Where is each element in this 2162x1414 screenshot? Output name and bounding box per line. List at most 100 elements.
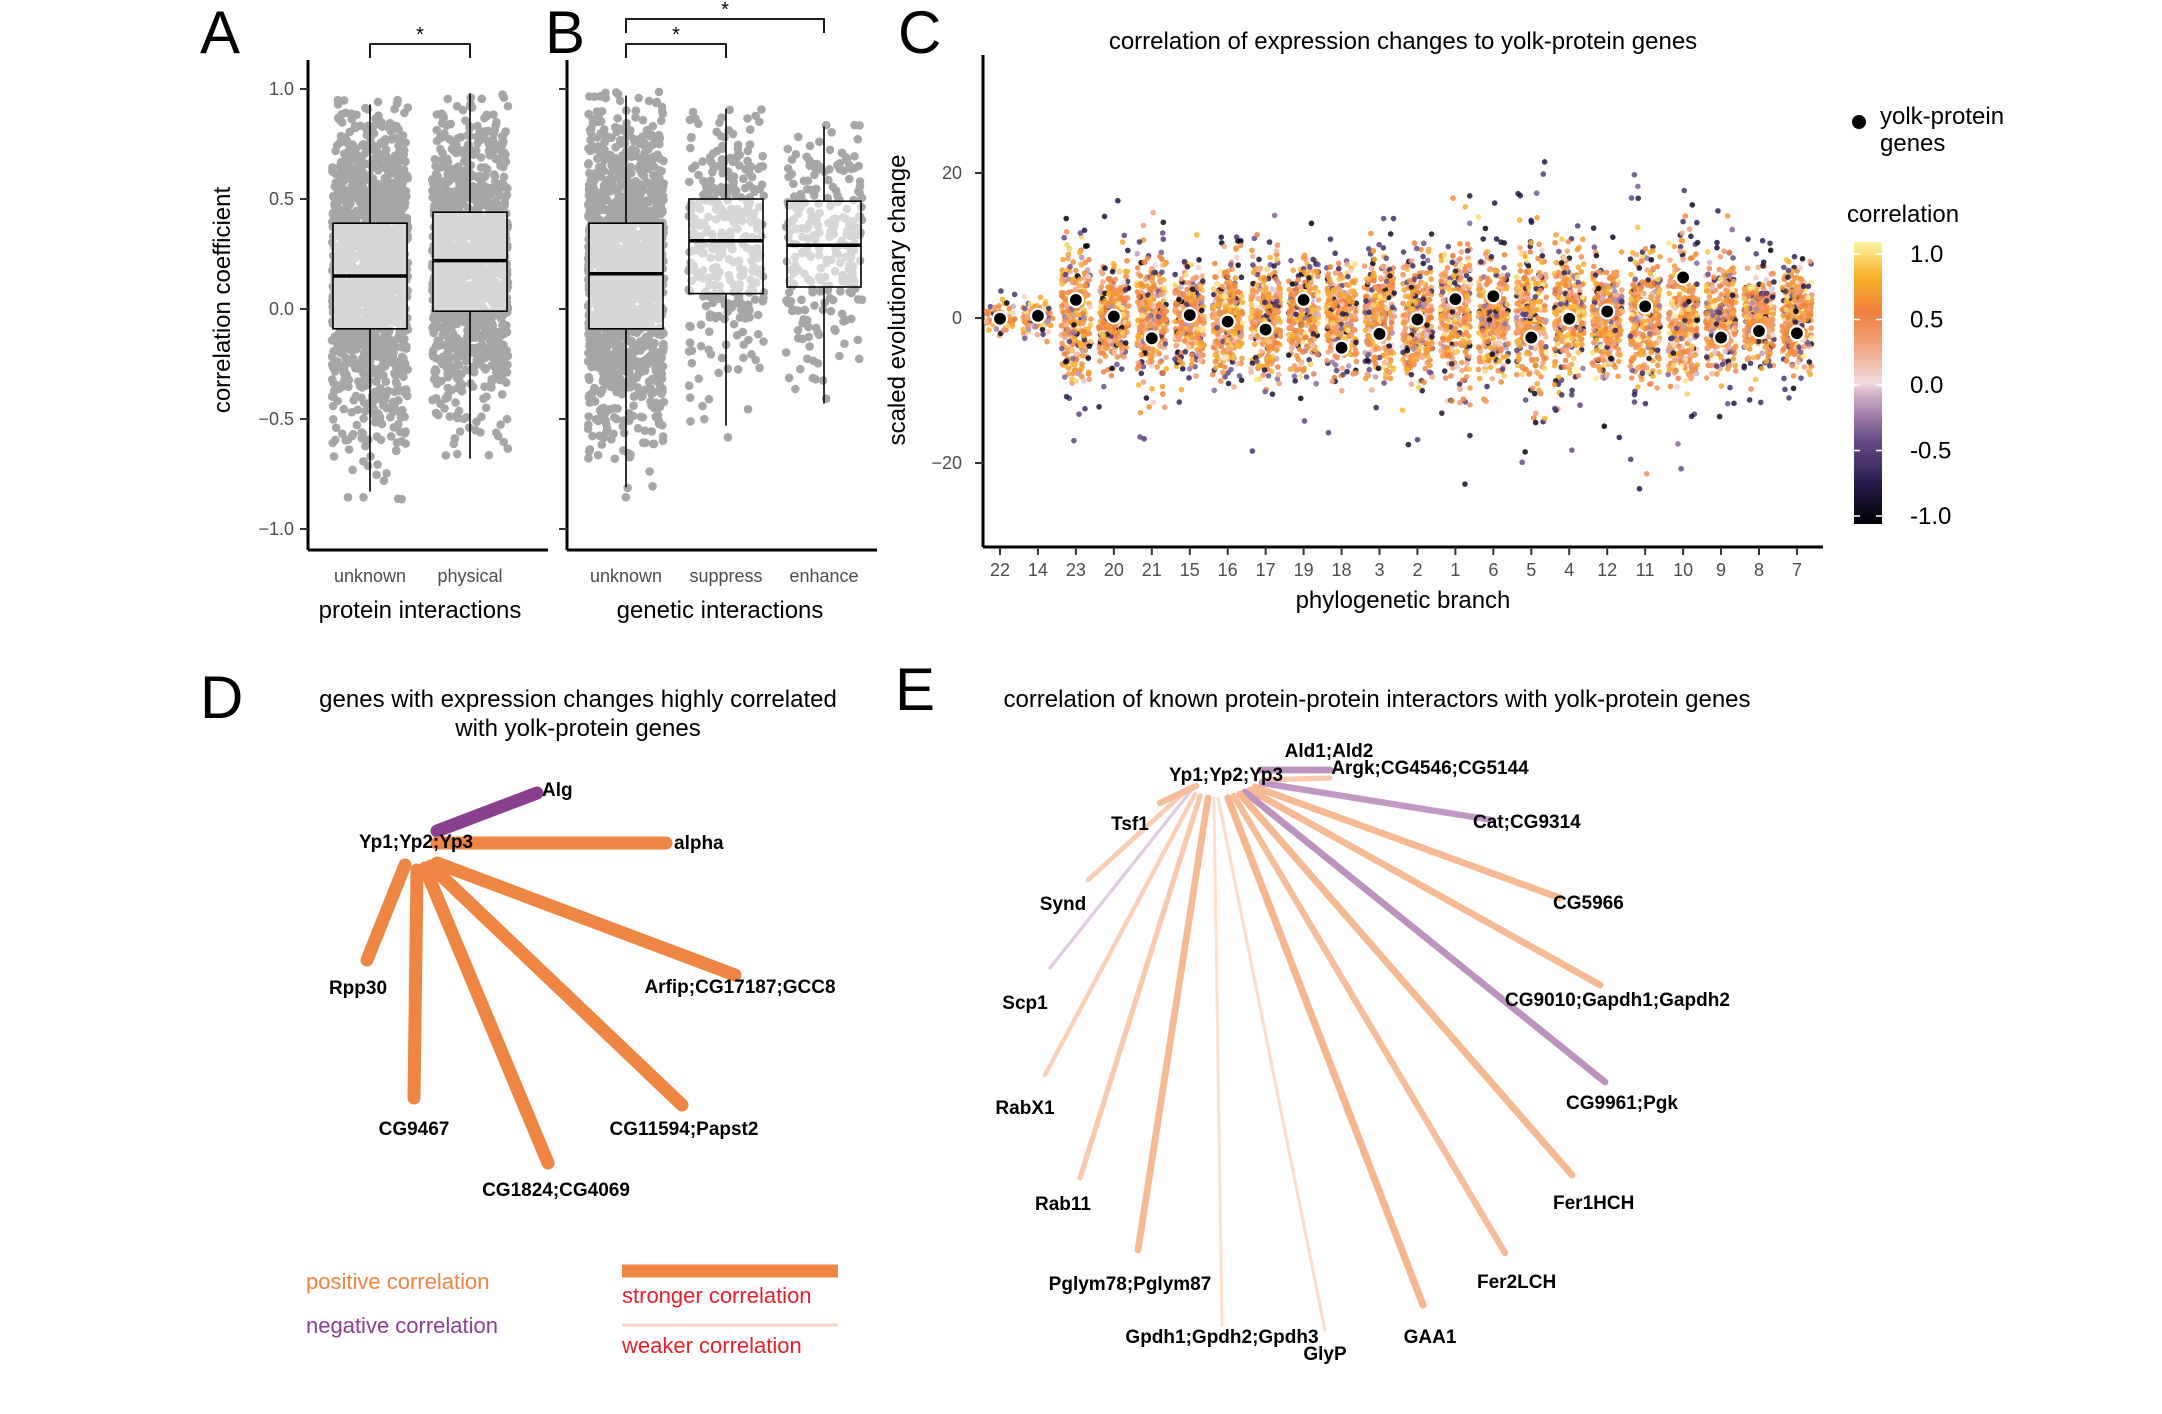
data-point: [339, 96, 349, 105]
data-point: [503, 101, 513, 111]
data-point: [696, 320, 706, 329]
panel-c-x-ticks: 22 14 23 20 21 15 16 17 19 18 3 2 1 6 5 4 12 11 10 9 8 7: [990, 547, 1802, 580]
data-point: [657, 102, 667, 112]
data-point: [685, 321, 694, 331]
data-point: [635, 153, 645, 163]
data-point: [333, 209, 342, 219]
data-point: [450, 434, 460, 443]
data-point: [623, 483, 632, 493]
data-point: [392, 121, 401, 131]
data-point: [464, 173, 473, 183]
data-point: [640, 138, 649, 147]
data-point: [380, 361, 389, 370]
panel-c-title: correlation of expression changes to yol…: [1109, 28, 1697, 55]
data-point: [444, 351, 453, 361]
data-point: [854, 354, 864, 364]
data-point: [840, 339, 849, 349]
data-point: [648, 154, 658, 164]
data-point: [430, 154, 440, 164]
data-point: [497, 179, 507, 188]
data-point: [471, 146, 481, 155]
data-point: [612, 197, 621, 206]
data-point: [855, 121, 864, 130]
data-point: [648, 121, 658, 131]
data-point: [847, 164, 856, 174]
data-point: [612, 183, 621, 193]
data-point: [477, 332, 487, 342]
x-tick-label: 3: [1374, 560, 1384, 580]
data-point: [329, 378, 338, 388]
data-point: [686, 417, 695, 426]
panel-a-x-axis-title: protein interactions: [319, 597, 522, 624]
data-point: [471, 426, 480, 435]
data-point: [479, 322, 489, 331]
data-point: [686, 133, 696, 143]
data-point: [487, 377, 496, 387]
data-point: [828, 295, 838, 305]
y-tick-label: 0.5: [269, 189, 294, 209]
data-point: [998, 288, 1004, 294]
data-point: [383, 172, 392, 182]
data-point: [377, 161, 387, 170]
data-point: [583, 160, 593, 169]
data-point: [701, 188, 711, 197]
data-point: [596, 117, 606, 126]
x-tick-label: 22: [990, 560, 1010, 580]
data-point: [853, 135, 863, 144]
data-point: [344, 445, 354, 454]
data-point: [452, 173, 461, 183]
panel-b-significance: **: [625, 0, 825, 58]
data-point: [499, 93, 509, 102]
data-point: [621, 492, 631, 502]
data-point: [725, 300, 735, 309]
panel-label-c: C: [898, 0, 941, 66]
data-point: [789, 179, 798, 189]
data-point: [441, 451, 451, 460]
data-point: [847, 314, 856, 324]
box: [688, 198, 764, 295]
data-point: [739, 174, 748, 184]
data-point: [369, 404, 379, 414]
data-point: [759, 337, 768, 346]
data-point: [339, 368, 349, 378]
data-point: [381, 336, 391, 346]
data-point: [343, 493, 353, 502]
data-point: [636, 412, 646, 422]
data-point: [401, 439, 411, 448]
data-point: [503, 444, 513, 453]
data-point: [694, 374, 704, 383]
data-point: [658, 436, 668, 445]
data-point: [369, 178, 379, 188]
data-point: [808, 287, 817, 297]
data-point: [999, 296, 1006, 303]
data-point: [1011, 291, 1018, 298]
data-point: [855, 177, 865, 186]
data-point: [1012, 316, 1018, 322]
data-point: [1049, 315, 1056, 322]
data-point: [636, 346, 645, 355]
data-point: [810, 301, 819, 310]
y-tick-label: −0.5: [258, 409, 294, 429]
panel-c-points: [983, 159, 1815, 492]
data-point: [480, 363, 489, 373]
data-point: [1047, 310, 1053, 317]
data-point: [603, 330, 613, 339]
data-point: [397, 352, 407, 362]
data-point: [642, 360, 652, 370]
data-point: [373, 186, 383, 196]
data-point: [799, 314, 808, 324]
data-point: [594, 190, 604, 200]
data-point: [476, 352, 485, 362]
data-point: [382, 468, 391, 478]
data-point: [629, 401, 638, 411]
data-point: [808, 373, 818, 383]
data-point: [477, 94, 487, 104]
data-point: [629, 344, 638, 354]
data-point: [437, 118, 447, 128]
data-point: [626, 187, 636, 196]
data-point: [459, 414, 469, 424]
data-point: [351, 391, 361, 401]
data-point: [607, 133, 616, 142]
data-point: [369, 145, 379, 155]
data-point: [1000, 327, 1007, 334]
